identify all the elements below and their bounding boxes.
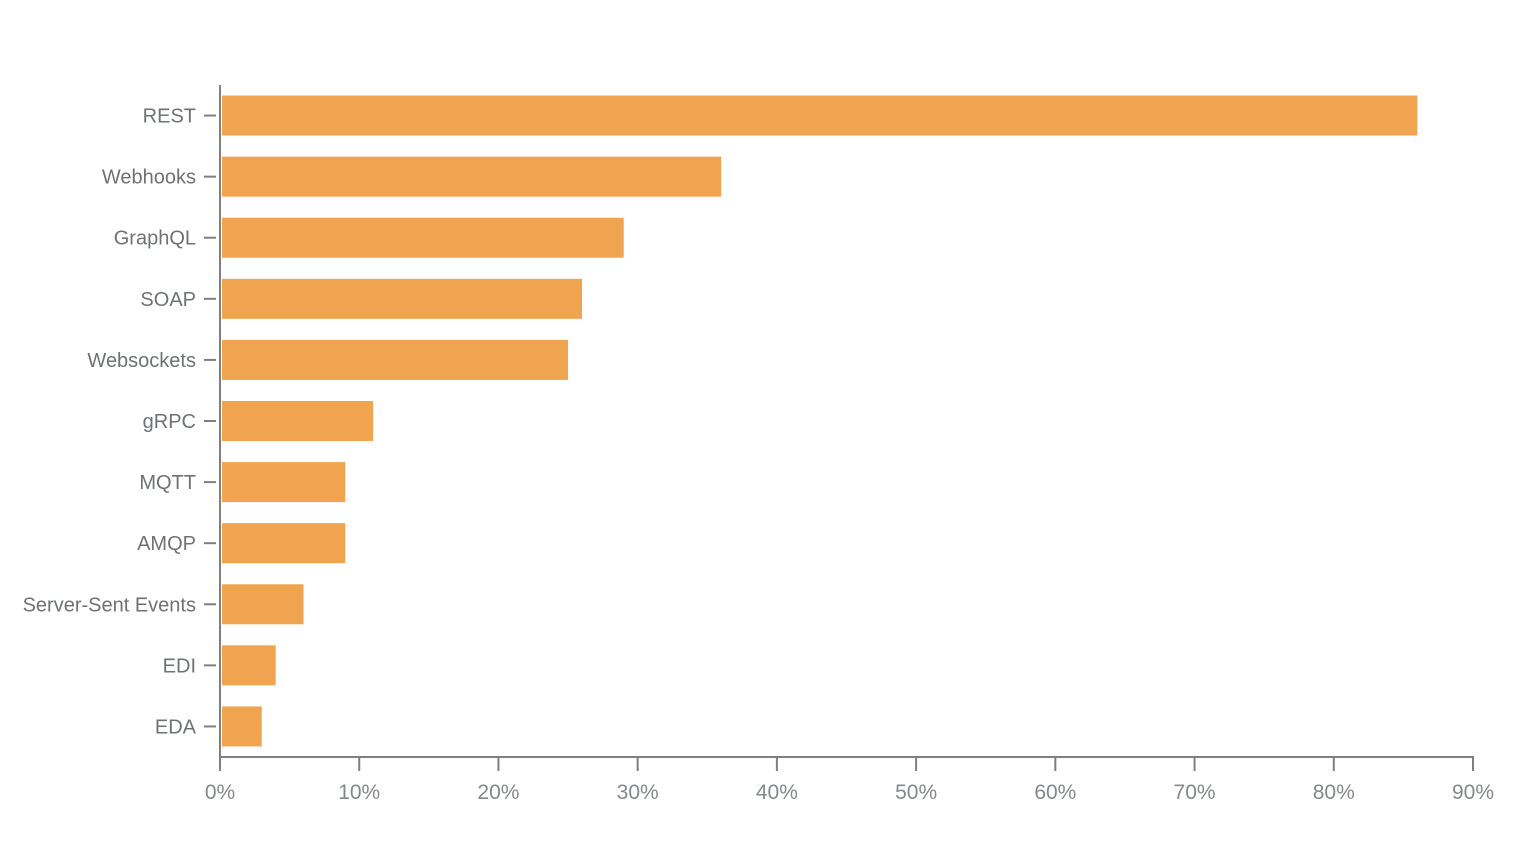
category-label: GraphQL bbox=[114, 228, 196, 250]
x-tick-label: 90% bbox=[1452, 781, 1494, 804]
category-label: EDI bbox=[163, 655, 196, 677]
category-label: REST bbox=[143, 106, 196, 128]
category-label: AMQP bbox=[137, 533, 196, 555]
x-tick-label: 50% bbox=[895, 781, 937, 804]
x-tick-label: 10% bbox=[338, 781, 380, 804]
bar bbox=[222, 706, 262, 747]
x-tick-label: 80% bbox=[1313, 781, 1355, 804]
bar bbox=[222, 584, 304, 625]
bar bbox=[222, 645, 276, 686]
category-label: SOAP bbox=[140, 289, 196, 311]
x-tick-label: 30% bbox=[617, 781, 659, 804]
bar bbox=[222, 401, 374, 441]
bar bbox=[222, 339, 569, 380]
category-label: Server-Sent Events bbox=[23, 594, 196, 616]
bar bbox=[222, 462, 346, 503]
x-tick-label: 20% bbox=[477, 781, 519, 804]
bar bbox=[222, 523, 346, 564]
bar bbox=[222, 95, 1418, 136]
category-label: MQTT bbox=[139, 472, 196, 494]
x-tick-label: 40% bbox=[756, 781, 798, 804]
category-label: Webhooks bbox=[102, 167, 196, 189]
bar bbox=[222, 156, 722, 197]
x-tick-label: 60% bbox=[1034, 781, 1076, 804]
category-label: EDA bbox=[155, 716, 197, 738]
x-tick-label: 70% bbox=[1174, 781, 1216, 804]
bar bbox=[222, 217, 624, 258]
category-label: gRPC bbox=[143, 411, 196, 433]
bar bbox=[222, 278, 582, 319]
x-tick-label: 0% bbox=[205, 781, 235, 804]
category-label: Websockets bbox=[87, 350, 196, 372]
